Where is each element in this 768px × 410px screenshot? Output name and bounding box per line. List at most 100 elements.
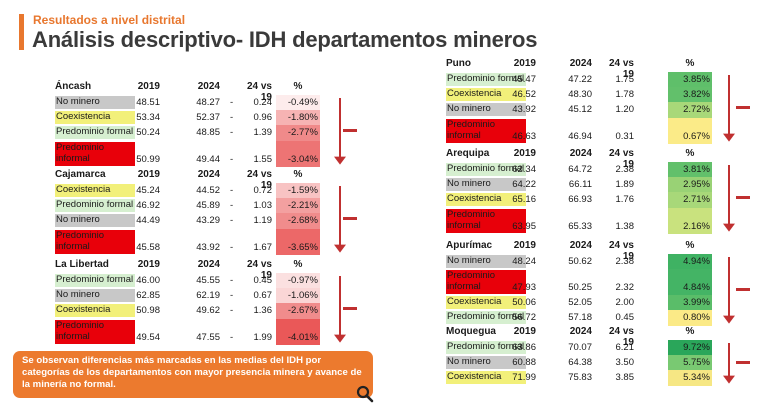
category-label: Coexistencia xyxy=(446,88,526,102)
cell-value: 1.55 xyxy=(253,153,273,165)
category-label: Predominio informal xyxy=(55,141,135,166)
cell-value: 48.24 xyxy=(512,256,536,267)
dept-name: Apurímac xyxy=(446,240,493,251)
column-header: 24 vs 19 xyxy=(246,169,272,191)
category-label: No minero xyxy=(55,96,135,109)
cell-value: 1.36 xyxy=(253,305,273,317)
table-row: No minero 44.49 43.29 1.19 - -2.68% xyxy=(0,213,768,229)
category-label: Coexistencia xyxy=(55,184,135,197)
cell-value: 43.29 xyxy=(196,215,220,227)
minus-icon xyxy=(736,196,750,200)
column-header: % xyxy=(293,169,303,180)
column-header: % xyxy=(293,81,303,92)
table-row: No minero 60.88 64.38 3.50 5.75% xyxy=(0,355,768,371)
table-row: Coexistencia 53.34 52.37 0.96 - -1.80% xyxy=(0,110,768,126)
percent-cell: 4.94% xyxy=(668,254,712,270)
cell-value: 47.93 xyxy=(512,282,536,294)
minus-icon xyxy=(343,307,357,311)
dept-name: Áncash xyxy=(55,81,92,92)
percent-cell: -2.77% xyxy=(276,125,320,141)
cell-value: 48.30 xyxy=(568,89,592,101)
column-header: 24 vs 19 xyxy=(608,326,634,348)
column-header: 24 vs 19 xyxy=(246,259,272,281)
cell-value: 0.45 xyxy=(253,275,273,286)
cell-value: 0.96 xyxy=(253,112,273,124)
category-label: No minero xyxy=(446,103,526,117)
table-row: Predominio informal 47.93 50.25 2.32 4.84% xyxy=(0,269,768,296)
section-subtitle: Resultados a nivel distrital xyxy=(33,13,186,27)
table-row: Coexistencia 50.06 52.05 2.00 3.99% xyxy=(0,295,768,311)
column-header: % xyxy=(685,240,695,251)
percent-cell: -3.04% xyxy=(276,140,320,167)
minus-icon xyxy=(736,361,750,365)
dept-name: La Libertad xyxy=(55,259,109,270)
column-header: 2019 xyxy=(137,259,160,270)
cell-value: 48.85 xyxy=(196,127,220,139)
table-row: No minero 64.22 66.11 1.89 2.95% xyxy=(0,177,768,193)
category-label: Predominio formal xyxy=(446,311,526,325)
cell-value: 64.22 xyxy=(512,179,536,191)
column-header: 2019 xyxy=(513,326,536,337)
dash-sign: - xyxy=(230,200,234,212)
magnifier-icon[interactable] xyxy=(356,385,374,403)
column-header: 2019 xyxy=(513,58,536,69)
category-label: Coexistencia xyxy=(446,371,526,385)
percent-cell: 5.75% xyxy=(668,355,712,371)
cell-value: 43.92 xyxy=(512,104,536,116)
column-header: 2024 xyxy=(197,169,220,180)
cell-value: 50.62 xyxy=(568,256,592,267)
column-header: 24 vs 19 xyxy=(608,240,634,262)
table-row: No minero 48.24 50.62 2.38 4.94% xyxy=(0,254,768,270)
table-header: Áncash 2019 2024 24 vs 19% xyxy=(0,78,768,103)
column-header: 2024 xyxy=(197,259,220,270)
cell-value: 45.58 xyxy=(136,241,160,253)
table-row: Coexistencia 50.98 49.62 1.36 - -2.67% xyxy=(0,303,768,319)
category-label: Predominio formal xyxy=(55,274,135,287)
cell-value: 46.63 xyxy=(512,130,536,142)
dept-name: Moquegua xyxy=(446,326,496,337)
column-header: 2019 xyxy=(137,81,160,92)
cell-value: 2.32 xyxy=(615,282,635,294)
category-label: Predominio formal xyxy=(55,126,135,140)
cell-value: 0.24 xyxy=(253,97,273,108)
cell-value: 48.27 xyxy=(196,97,220,108)
cell-value: 62.85 xyxy=(136,290,160,302)
cell-value: 47.55 xyxy=(196,331,220,343)
cell-value: 47.22 xyxy=(568,74,592,85)
cell-value: 75.83 xyxy=(568,372,592,384)
cell-value: 1.19 xyxy=(253,215,273,227)
cell-value: 46.92 xyxy=(136,200,160,212)
table-row: Predominio formal 62.34 64.72 2.38 3.81% xyxy=(0,162,768,178)
category-label: No minero xyxy=(446,356,526,370)
cell-value: 2.00 xyxy=(615,297,635,309)
dash-sign: - xyxy=(230,185,234,196)
table-row: Predominio formal 46.92 45.89 1.03 - -2.21% xyxy=(0,198,768,214)
accent-bar xyxy=(19,14,24,50)
column-header: % xyxy=(685,326,695,337)
category-label: Predominio formal xyxy=(446,341,526,354)
cell-value: 63.86 xyxy=(512,342,536,353)
table-row: Predominio formal 50.24 48.85 1.39 - -2.77% xyxy=(0,125,768,141)
cell-value: 1.75 xyxy=(615,74,635,85)
table-header: Cajamarca 2019 2024 24 vs 19% xyxy=(0,166,768,191)
cell-value: 6.21 xyxy=(615,342,635,353)
minus-icon xyxy=(736,106,750,110)
cell-value: 45.47 xyxy=(512,74,536,85)
table-row: Coexistencia 46.52 48.30 1.78 3.82% xyxy=(0,87,768,103)
category-label: No minero xyxy=(55,214,135,228)
cell-value: 57.18 xyxy=(568,312,592,324)
cell-value: 2.38 xyxy=(615,256,635,267)
percent-cell: 3.99% xyxy=(668,295,712,311)
table-row: Coexistencia 71.99 75.83 3.85 5.34% xyxy=(0,370,768,386)
cell-value: 65.16 xyxy=(512,194,536,206)
percent-cell: -3.65% xyxy=(276,228,320,255)
cell-value: 43.92 xyxy=(196,241,220,253)
percent-cell: 3.85% xyxy=(668,72,712,88)
table-row: Predominio informal 46.63 46.94 0.31 0.67% xyxy=(0,117,768,144)
dept-table: Moquegua 2019 2024 24 vs 19% Predominio form… xyxy=(0,323,768,386)
cell-value: 50.06 xyxy=(512,297,536,309)
cell-value: 49.62 xyxy=(196,305,220,317)
cell-value: 46.52 xyxy=(512,89,536,101)
category-label: Predominio formal xyxy=(55,199,135,213)
table-row: Predominio formal 46.00 45.55 0.45 - -0.97% xyxy=(0,273,768,289)
